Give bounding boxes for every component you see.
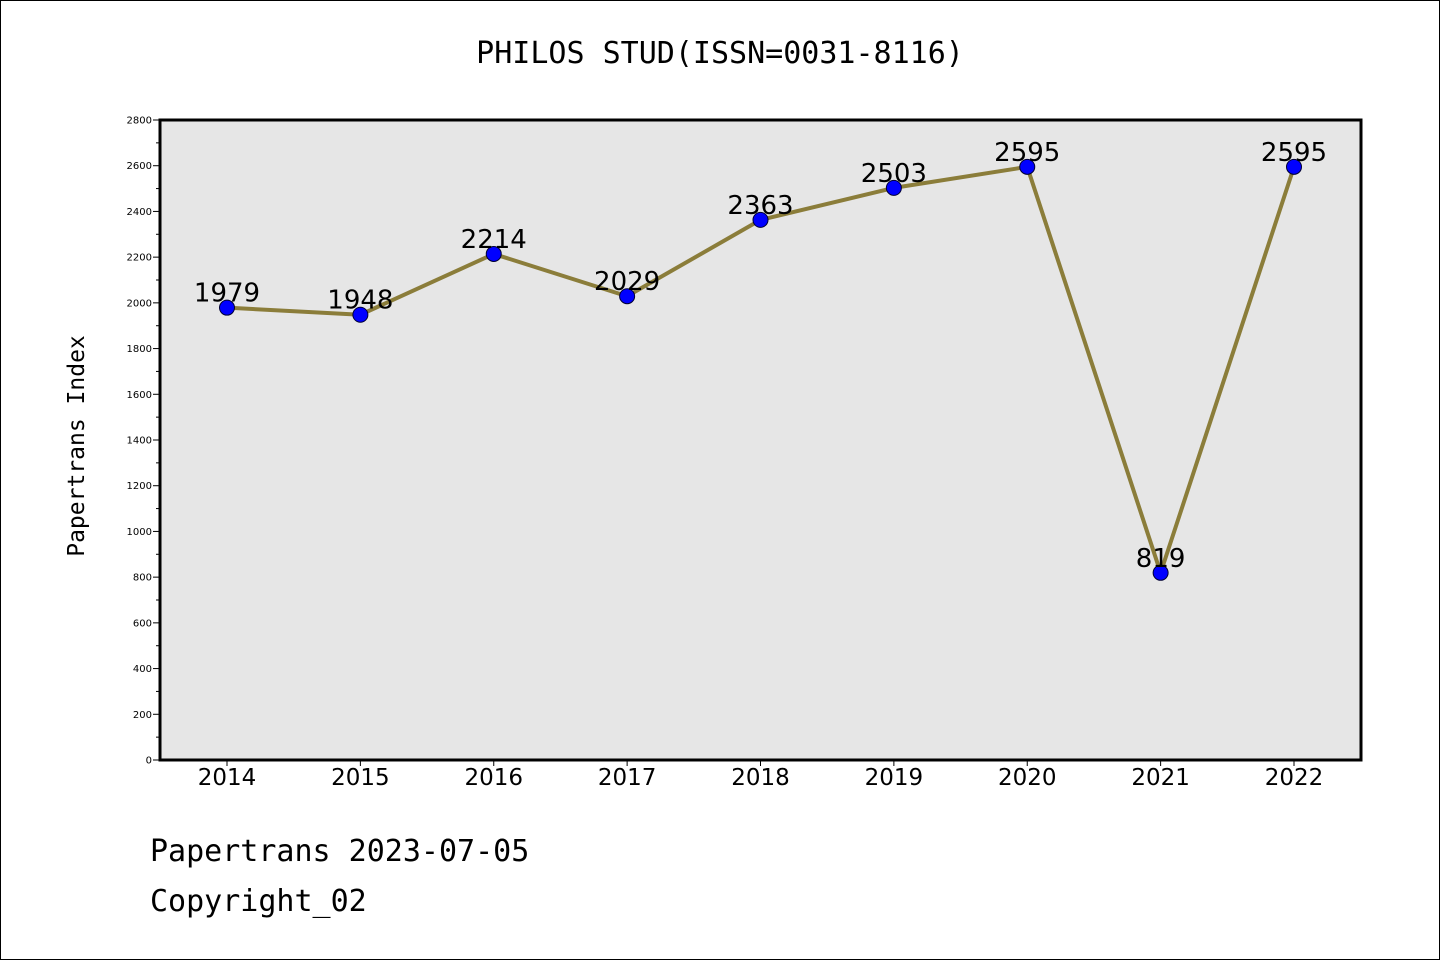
data-label: 819 [1136,544,1186,574]
x-axis: 2014 2015 2016 2017 2018 2019 2020 2021 2022 [198,760,1324,791]
plot-border [158,118,1363,762]
x-tick-label: 2019 [865,765,924,791]
y-tick-label: 2600 [127,161,152,172]
y-tick-label: 400 [133,664,152,675]
data-point [485,245,502,262]
data-points [219,158,1302,581]
data-labels: 1979 1948 2214 2029 2363 2503 2595 819 2595 [194,138,1327,574]
y-tick-label: 1000 [127,527,152,538]
y-tick-label: 2800 [127,116,152,127]
data-label: 2029 [594,267,660,297]
y-tick-label: 2400 [127,207,152,218]
footer-copyright: Copyright_02 [150,884,367,919]
x-tick-label: 2021 [1131,765,1190,791]
data-point [619,288,636,305]
chart-title: PHILOS STUD(ISSN=0031-8116) [476,36,964,71]
data-label: 2595 [994,138,1060,168]
y-tick-label: 2000 [127,298,152,309]
data-point [1286,158,1302,175]
y-tick-label: 1200 [127,481,152,492]
data-label: 1979 [194,279,260,309]
data-point [219,299,235,316]
data-label: 2595 [1261,138,1327,168]
x-tick-label: 2015 [331,765,390,791]
footer-date: Papertrans 2023-07-05 [150,834,530,869]
data-label: 2503 [861,159,927,189]
data-point [885,179,902,196]
y-axis: 0 200 400 600 800 1000 1200 1400 1600 1800 2000 220… [127,116,160,767]
y-tick-label: 0 [146,756,152,767]
data-point [752,211,769,228]
data-label: 2214 [461,225,527,255]
y-tick-label: 800 [133,573,152,584]
x-tick-label: 2020 [998,765,1057,791]
x-tick-label: 2014 [198,765,257,791]
data-point [352,306,369,323]
y-tick-label: 2200 [127,253,152,264]
data-label: 1948 [327,286,393,316]
y-tick-label: 1400 [127,436,152,447]
x-tick-label: 2017 [598,765,657,791]
data-point [1152,564,1169,581]
y-tick-label: 600 [133,618,152,629]
x-tick-label: 2016 [464,765,523,791]
x-tick-label: 2022 [1265,765,1324,791]
y-tick-label: 200 [133,710,152,721]
x-tick-label: 2018 [731,765,790,791]
data-point [1019,158,1036,175]
data-label: 2363 [727,191,793,221]
y-tick-label: 1800 [127,344,152,355]
y-tick-label: 1600 [127,390,152,401]
y-axis-label: Papertrans Index [64,335,90,557]
